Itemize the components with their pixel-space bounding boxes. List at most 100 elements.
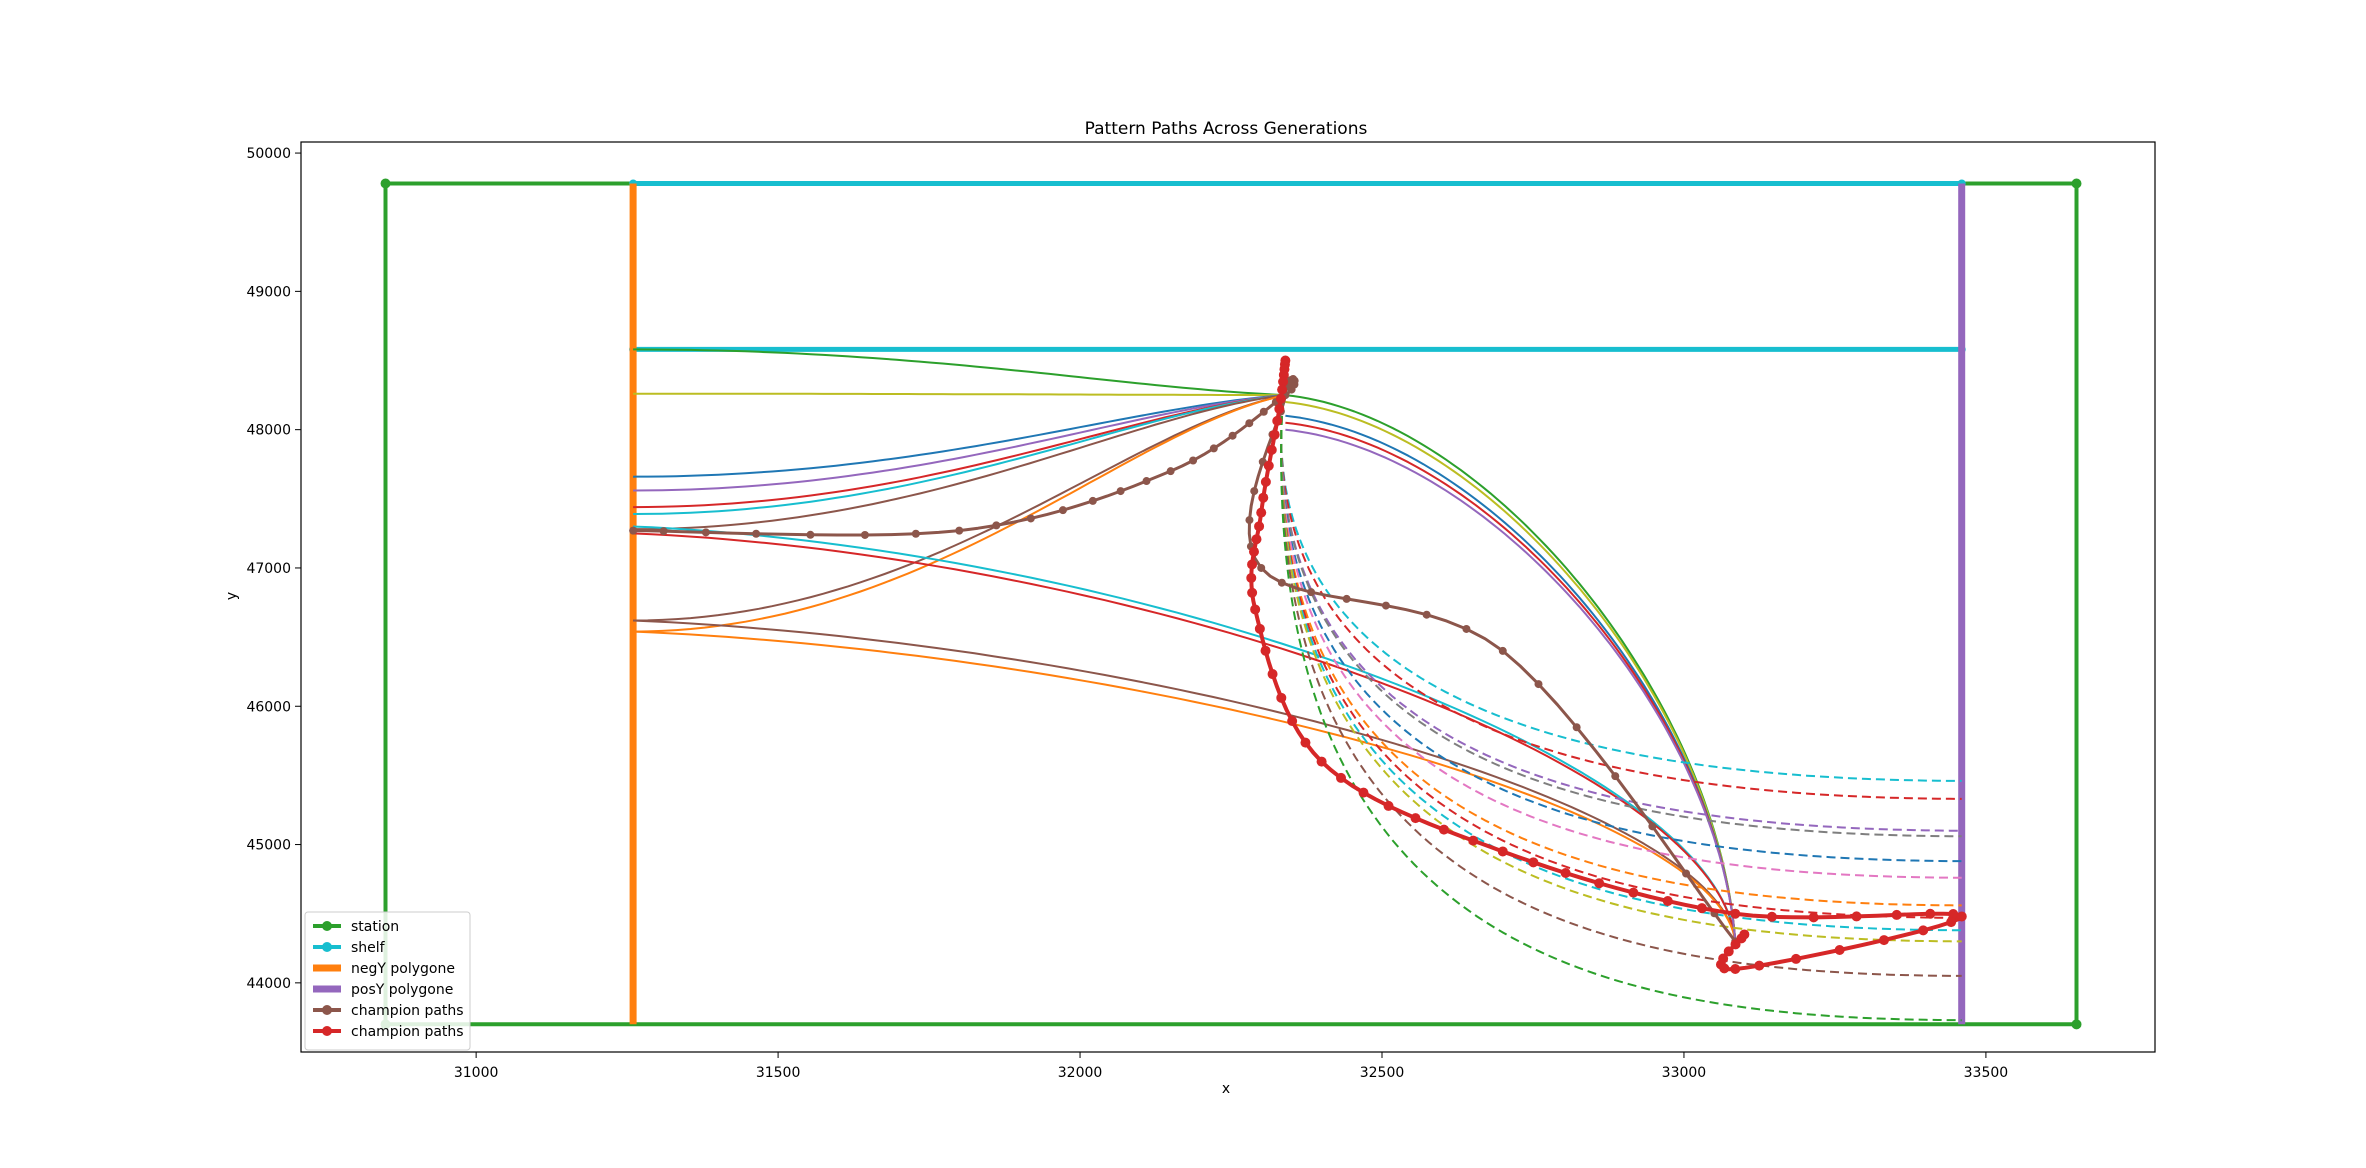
legend-label: champion paths — [351, 1003, 464, 1019]
champion-path-red — [1249, 360, 1964, 972]
path-dashed-segment — [1280, 401, 1962, 800]
champion-marker — [1723, 946, 1734, 957]
champion-marker — [1247, 587, 1258, 598]
champion-marker — [1272, 415, 1283, 426]
x-tick-label: 32500 — [1360, 1065, 1405, 1081]
y-tick-label: 49000 — [246, 284, 291, 300]
champion-marker — [1438, 824, 1449, 835]
champion-marker — [1572, 723, 1581, 732]
y-axis-label: y — [224, 592, 240, 600]
champion-marker — [1189, 456, 1198, 465]
champion-marker — [806, 530, 815, 539]
champion-marker — [1247, 559, 1258, 570]
champion-marker — [1381, 601, 1390, 610]
legend-label: station — [351, 919, 399, 935]
champion-marker — [992, 521, 1001, 530]
champion-marker — [1300, 737, 1311, 748]
path-dashed-segment — [1280, 401, 1962, 943]
champion-marker — [1879, 935, 1890, 946]
legend: station shelf negY polygone posY polygone ch… — [304, 911, 471, 1051]
champion-marker — [1275, 393, 1286, 404]
path-left-segment — [633, 394, 1286, 633]
champion-marker — [1267, 669, 1278, 680]
champion-marker — [1468, 835, 1479, 846]
champion-marker — [629, 526, 638, 535]
champion-marker — [752, 529, 761, 538]
champion-marker — [1259, 407, 1268, 416]
champion-marker — [1383, 800, 1394, 811]
champion-marker — [1342, 594, 1351, 603]
champion-marker — [1560, 867, 1571, 878]
champion-marker — [1248, 546, 1259, 557]
x-tick-label: 31500 — [756, 1065, 801, 1081]
champion-marker — [1791, 953, 1802, 964]
path-middle-segment — [633, 525, 1737, 942]
champion-marker — [1696, 903, 1707, 914]
champion-marker — [659, 527, 668, 536]
champion-marker — [1260, 476, 1271, 487]
champion-marker — [1276, 692, 1287, 703]
y-tick-label: 48000 — [246, 423, 291, 439]
champion-marker — [1269, 429, 1280, 440]
path-dashed-segment — [1280, 401, 1962, 1022]
station-marker — [2071, 178, 2082, 189]
champion-marker — [1058, 506, 1067, 515]
y-tick-label: 50000 — [246, 146, 291, 162]
path-middle-segment — [1285, 428, 1737, 942]
champion-marker — [955, 526, 964, 535]
champion-marker — [1808, 912, 1819, 923]
champion-marker — [1258, 492, 1269, 503]
champion-marker — [1257, 563, 1266, 572]
champion-marker — [1730, 964, 1741, 975]
champion-marker — [1245, 419, 1254, 428]
path-left-segment — [633, 394, 1286, 531]
champion-marker — [1498, 646, 1507, 655]
legend-label: posY polygone — [351, 982, 453, 998]
champion-marker — [1251, 534, 1262, 545]
champion-marker — [1088, 496, 1097, 505]
champion-marker — [1528, 857, 1539, 868]
champion-marker — [1956, 911, 1967, 922]
champion-marker — [1278, 376, 1289, 387]
champion-marker — [1534, 680, 1543, 689]
champion-marker — [1662, 896, 1673, 907]
champion-marker — [1462, 624, 1471, 633]
champion-marker — [1918, 925, 1929, 936]
champion-marker — [1307, 588, 1316, 597]
path-left-segment — [633, 348, 1286, 397]
champion-marker — [1116, 487, 1125, 496]
path-dashed-segment — [1280, 401, 1962, 838]
champion-marker — [1142, 477, 1151, 486]
axes: 31000 31500 32000 32500 33000 33500 44000 45000… — [246, 141, 2156, 1081]
champion-marker — [1739, 929, 1750, 940]
path-left-segment — [633, 392, 1286, 397]
champion-marker — [1260, 645, 1271, 656]
champion-marker — [1266, 444, 1277, 455]
path-middle-segment — [633, 630, 1737, 942]
champion-marker — [1277, 384, 1288, 395]
x-tick-label: 31000 — [454, 1065, 499, 1081]
champion-marker — [1851, 911, 1862, 922]
champion-marker — [1410, 813, 1421, 824]
x-tick-label: 32000 — [1058, 1065, 1103, 1081]
champion-marker — [1263, 460, 1274, 471]
champion-marker — [1274, 403, 1285, 414]
y-tick-label: 47000 — [246, 561, 291, 577]
champion-marker — [1497, 846, 1508, 857]
path-left-segment — [633, 394, 1286, 515]
station-marker — [2071, 1019, 2082, 1030]
path-dashed-segment — [1280, 401, 1962, 863]
champion-marker — [1948, 908, 1959, 919]
legend-marker — [322, 1026, 332, 1036]
champion-marker — [1254, 521, 1265, 532]
champion-marker — [1730, 908, 1741, 919]
champion-marker — [1250, 487, 1259, 496]
champion-marker — [1611, 772, 1620, 781]
champion-marker — [1925, 908, 1936, 919]
y-tick-label: 45000 — [246, 838, 291, 854]
champion-marker — [1250, 604, 1261, 615]
path-middle-segment — [633, 532, 1737, 942]
champion-marker — [1277, 578, 1286, 587]
plot-area — [380, 178, 2082, 1030]
